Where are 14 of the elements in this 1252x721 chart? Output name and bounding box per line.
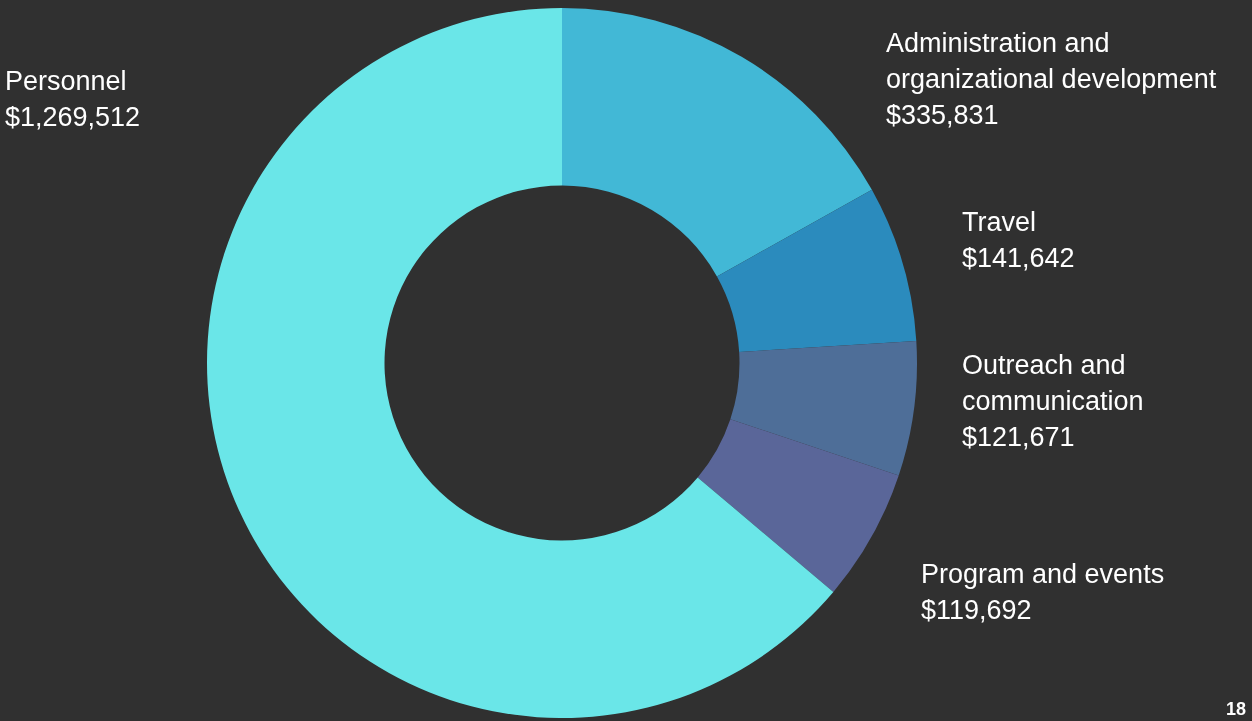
data-label: $121,671 — [962, 422, 1075, 452]
text: 18 — [1225, 699, 1246, 719]
data-label: $1,269,512 — [5, 102, 141, 132]
donut-slice — [207, 8, 834, 718]
slice-label: Personnel — [5, 66, 127, 96]
data-label: $119,692 — [921, 595, 1032, 625]
slice-label: Program and events — [921, 559, 1165, 589]
data-label: $335,831 — [886, 100, 999, 130]
data-label: $141,642 — [962, 243, 1075, 273]
donut-slice — [562, 8, 872, 277]
slice-label: Administration and organizational development — [886, 28, 1217, 94]
slice-label: Travel — [962, 207, 1037, 237]
slice-label: Outreach and communication — [962, 350, 1144, 416]
donut-slice — [716, 189, 917, 353]
